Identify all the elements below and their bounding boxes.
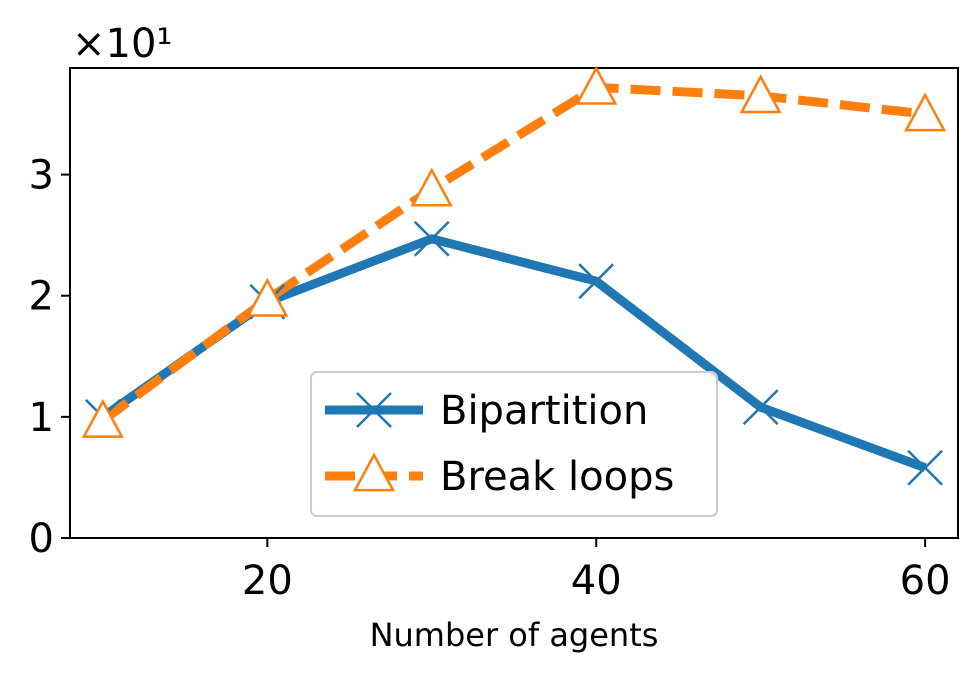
y-tick-label: 1 xyxy=(29,395,54,441)
legend-marker-triangle xyxy=(352,452,396,492)
series-line-break-loops xyxy=(100,82,926,425)
data-point-bipartition xyxy=(742,389,779,426)
y-tick-label: 3 xyxy=(29,153,54,199)
data-point-break-loops xyxy=(904,92,947,132)
x-tick-label: 40 xyxy=(571,558,622,604)
y-tick-label: 0 xyxy=(29,516,54,562)
data-point-break-loops xyxy=(81,398,124,438)
x-tick-label: 20 xyxy=(242,558,293,604)
data-point-break-loops xyxy=(575,65,618,105)
x-axis-ticks: 20 40 60 xyxy=(242,538,951,604)
y-scale-factor-label: ×10¹ xyxy=(72,21,172,67)
series-layer xyxy=(81,65,947,486)
data-point-bipartition xyxy=(907,449,943,486)
x-tick-label: 60 xyxy=(900,558,951,604)
data-point-bipartition xyxy=(578,263,615,300)
legend-label-bipartition: Bipartition xyxy=(440,388,648,434)
legend-marker-x xyxy=(356,392,392,428)
x-axis-label: Number of agents xyxy=(370,616,659,654)
y-axis-ticks: 0 1 2 3 xyxy=(29,153,70,562)
y-tick-label: 2 xyxy=(29,274,54,320)
data-point-break-loops xyxy=(739,74,782,114)
legend-marker-bipartition xyxy=(356,392,392,428)
legend-label-break-loops: Break loops xyxy=(440,454,674,500)
legend-marker-break-loops xyxy=(352,452,396,492)
data-point-bipartition xyxy=(413,220,450,257)
data-point-break-loops xyxy=(410,167,453,207)
legend: Bipartition Break loops xyxy=(310,371,718,517)
data-point-break-loops xyxy=(246,277,289,317)
